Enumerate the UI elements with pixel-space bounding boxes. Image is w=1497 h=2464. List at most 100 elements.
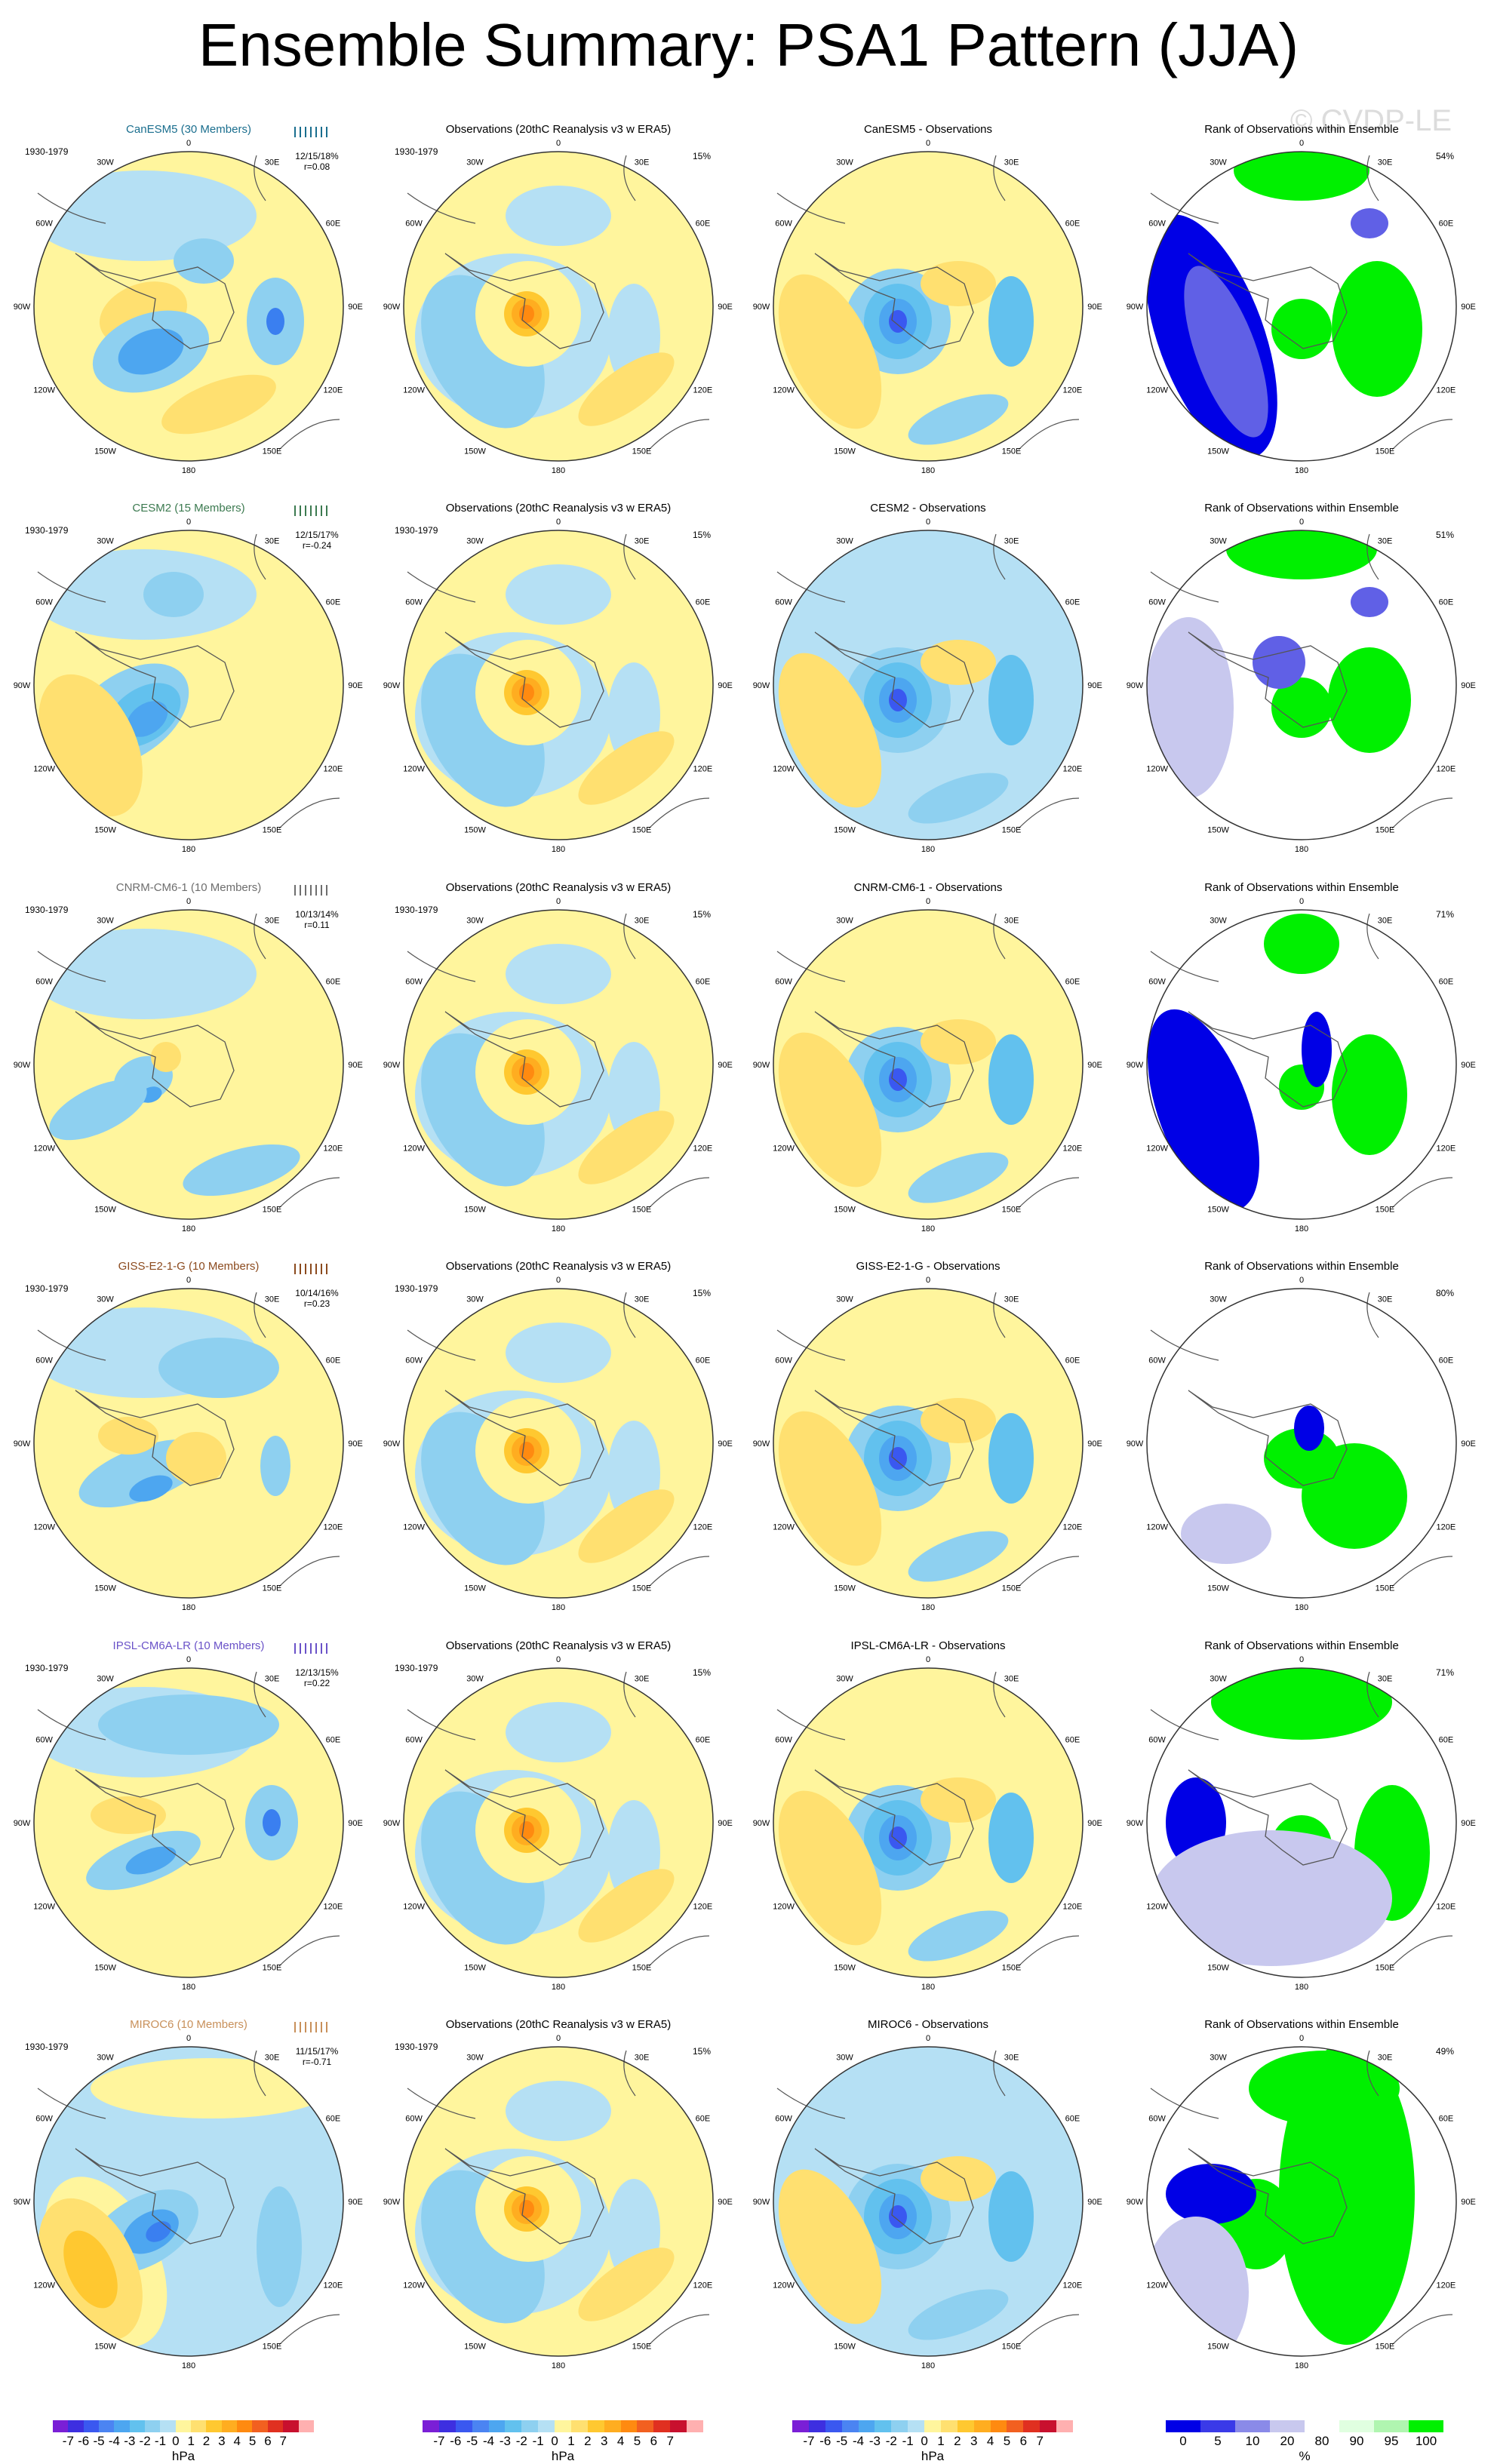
longitude-label: 90W xyxy=(14,303,31,312)
longitude-label: 60W xyxy=(405,2115,423,2124)
longitude-label: 150W xyxy=(1207,1584,1229,1593)
member-tick xyxy=(310,2022,312,2032)
antarctica-coastline xyxy=(814,2148,974,2244)
longitude-label: 120E xyxy=(693,1523,713,1532)
contour-shape xyxy=(1181,1504,1271,1564)
contour-shape xyxy=(988,1793,1034,1883)
longitude-label: 90W xyxy=(753,1439,770,1449)
longitude-label: 150W xyxy=(94,825,116,834)
period-label: 1930-1979 xyxy=(395,1283,438,1294)
australia-coastline xyxy=(278,2314,340,2346)
colorbar-cell xyxy=(298,2420,314,2432)
longitude-label: 60E xyxy=(1439,1736,1454,1745)
contour-shape xyxy=(988,1034,1034,1125)
antarctica-coastline xyxy=(444,2148,604,2244)
longitude-label: 60W xyxy=(405,220,423,229)
colorbar-cell xyxy=(1166,2420,1200,2432)
longitude-label: 180 xyxy=(1295,1224,1308,1234)
colorbar-cell xyxy=(472,2420,489,2432)
longitude-label: 90E xyxy=(348,1061,363,1070)
obs-title: Observations (20thC Reanalysis v3 w ERA5… xyxy=(446,881,671,894)
longitude-label: 90E xyxy=(1087,1819,1102,1828)
contour-shape xyxy=(151,1042,181,1072)
rank-pct: 71% xyxy=(1436,909,1454,920)
longitude-label: 60E xyxy=(1439,598,1454,607)
rank-title: Rank of Observations within Ensemble xyxy=(1204,502,1399,515)
longitude-label: 0 xyxy=(556,897,561,906)
member-tick xyxy=(294,127,296,137)
longitude-label: 30E xyxy=(265,2054,280,2063)
period-label: 1930-1979 xyxy=(25,146,69,157)
antarctica-coastline xyxy=(75,1011,235,1108)
antarctica-coastline xyxy=(444,1769,604,1866)
longitude-label: 150E xyxy=(1376,2342,1395,2351)
colorbar-cell xyxy=(990,2420,1007,2432)
africa-coastline xyxy=(993,533,1006,580)
longitude-label: 60E xyxy=(1065,1736,1080,1745)
longitude-label: 30W xyxy=(466,537,484,546)
longitude-label: 0 xyxy=(1299,518,1304,527)
colorbar-label: 7 xyxy=(1036,2434,1044,2448)
longitude-label: 120E xyxy=(1437,1523,1456,1532)
longitude-label: 150E xyxy=(1002,1584,1022,1593)
diff-title: IPSL-CM6A-LR - Observations xyxy=(850,1639,1005,1652)
longitude-label: 120E xyxy=(1437,2281,1456,2290)
australia-coastline xyxy=(1018,419,1080,450)
member-tick xyxy=(294,885,296,896)
antarctica-coastline xyxy=(1188,2148,1348,2244)
longitude-label: 90E xyxy=(718,2198,733,2207)
longitude-label: 150E xyxy=(1376,447,1395,456)
colorbar-label: 3 xyxy=(218,2434,226,2448)
map-outline xyxy=(773,151,1084,462)
longitude-label: 30W xyxy=(97,158,114,167)
longitude-label: 90W xyxy=(753,681,770,690)
colorbar-label: 2 xyxy=(954,2434,961,2448)
longitude-label: 90W xyxy=(14,1061,31,1070)
map-panel: 0 30E 60E 90E 120E 150E 180 150W 120W 90W 60W 30W Ra… xyxy=(1127,1639,1476,1992)
colorbar-cell xyxy=(538,2420,555,2432)
longitude-label: 180 xyxy=(921,1983,935,1992)
colorbar-cell xyxy=(99,2420,115,2432)
australia-coastline xyxy=(278,419,340,450)
longitude-label: 90E xyxy=(348,303,363,312)
contour-shape xyxy=(1302,1012,1332,1087)
australia-coastline xyxy=(1391,1556,1453,1587)
rank-pct: 80% xyxy=(1436,1288,1454,1298)
colorbar-cell xyxy=(206,2420,222,2432)
africa-coastline xyxy=(623,155,636,201)
longitude-label: 120E xyxy=(324,2281,343,2290)
member-tick xyxy=(326,2022,327,2032)
map-outline xyxy=(773,909,1084,1220)
map-panel: 0 30E 60E 90E 120E 150E 180 150W 120W 90W 60W 30W MI… xyxy=(14,2018,363,2370)
longitude-label: 150W xyxy=(1207,1205,1229,1214)
contour-shape xyxy=(908,773,1009,824)
longitude-label: 150W xyxy=(464,1584,486,1593)
antarctica-coastline xyxy=(75,1390,235,1486)
longitude-label: 30E xyxy=(265,1295,280,1304)
longitude-label: 120W xyxy=(773,1903,795,1912)
south-america-coastline xyxy=(37,2088,106,2119)
map-panel: 0 30E 60E 90E 120E 150E 180 150W 120W 90W 60W 30W Ob… xyxy=(383,1260,733,1612)
colorbar-cell xyxy=(808,2420,825,2432)
colorbar-labels: -7 -6 -5 -4 -3 -2 -1 0 1 2 3 4 5 6 7 xyxy=(423,2432,703,2452)
longitude-label: 30E xyxy=(1378,1295,1393,1304)
longitude-label: 180 xyxy=(552,2361,565,2370)
longitude-label: 120E xyxy=(1437,1903,1456,1912)
contour-shape xyxy=(506,944,611,1004)
contour-shape xyxy=(118,328,184,375)
longitude-label: 180 xyxy=(182,1224,195,1234)
map-panel: 0 30E 60E 90E 120E 150E 180 150W 120W 90W 60W 30W Ob… xyxy=(383,1639,733,1992)
longitude-label: 60W xyxy=(775,2115,792,2124)
colorbar-label: 7 xyxy=(666,2434,674,2448)
longitude-label: 120W xyxy=(403,2281,425,2290)
pct-explained: 10/14/16% xyxy=(295,1288,339,1298)
longitude-label: 0 xyxy=(186,897,191,906)
map-panel: 0 30E 60E 90E 120E 150E 180 150W 120W 90W 60W 30W Ob… xyxy=(383,881,733,1234)
contour-shape xyxy=(196,632,287,708)
longitude-label: 60E xyxy=(326,1356,341,1366)
longitude-label: 150E xyxy=(263,1584,282,1593)
colorbar-label: -5 xyxy=(466,2434,478,2448)
longitude-label: 90E xyxy=(348,681,363,690)
longitude-label: 90W xyxy=(1127,681,1144,690)
